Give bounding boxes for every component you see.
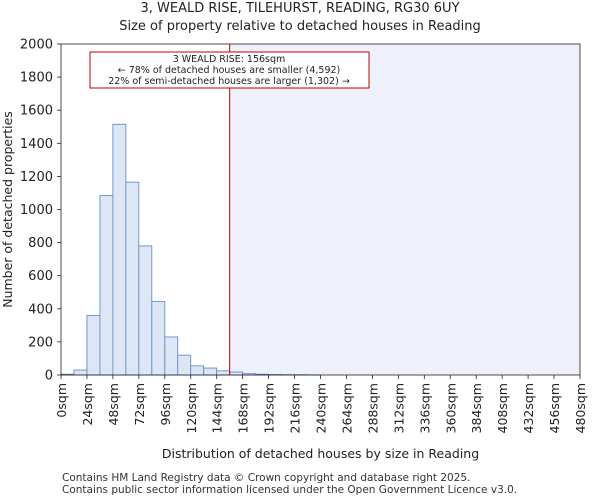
x-tick-label: 48sqm <box>106 383 121 426</box>
footer-licence: Contains public sector information licen… <box>62 484 518 496</box>
histogram-bar <box>229 371 244 376</box>
y-tick-label: 400 <box>28 302 53 317</box>
y-tick-label: 0 <box>45 369 53 384</box>
x-tick-label: 384sqm <box>469 383 484 433</box>
chart-subtitle: Size of property relative to detached ho… <box>119 19 481 34</box>
x-axis-label: Distribution of detached houses by size … <box>162 446 479 461</box>
chart-title-address: 3, WEALD RISE, TILEHURST, READING, RG30 … <box>140 1 460 16</box>
x-tick-label: 192sqm <box>262 383 277 433</box>
x-tick-label: 24sqm <box>80 383 95 426</box>
y-tick-label: 1800 <box>20 71 53 86</box>
y-tick-label: 600 <box>28 269 53 284</box>
x-tick-label: 456sqm <box>547 383 562 433</box>
x-tick-label: 216sqm <box>288 383 303 433</box>
x-tick-label: 264sqm <box>339 383 354 433</box>
histogram-bar <box>73 369 88 376</box>
annotation-property-size: 3 WEALD RISE: 156sqm <box>173 54 286 65</box>
y-axis-label: Number of detached properties <box>0 111 15 308</box>
x-tick-label: 432sqm <box>521 383 536 433</box>
x-tick-label: 144sqm <box>210 383 225 433</box>
histogram-bar <box>125 181 140 376</box>
footer-copyright: Contains HM Land Registry data © Crown c… <box>62 472 471 484</box>
histogram-bar <box>216 370 231 376</box>
histogram-bar <box>99 195 114 376</box>
y-tick-label: 1600 <box>20 104 53 119</box>
y-tick-label: 1200 <box>20 170 53 185</box>
y-tick-label: 200 <box>28 335 53 350</box>
histogram-bar <box>138 245 153 376</box>
annotation-box <box>89 51 370 89</box>
histogram-bar <box>203 367 218 376</box>
histogram-bar <box>177 354 192 376</box>
x-tick-label: 72sqm <box>132 383 147 426</box>
x-tick-label: 168sqm <box>236 383 251 433</box>
x-tick-label: 360sqm <box>443 383 458 433</box>
x-tick-label: 240sqm <box>314 383 329 433</box>
histogram-bar <box>151 300 166 376</box>
x-tick-label: 408sqm <box>495 383 510 433</box>
y-tick-label: 1400 <box>20 137 53 152</box>
x-tick-label: 96sqm <box>158 383 173 426</box>
x-tick-label: 0sqm <box>54 383 69 418</box>
x-tick-label: 288sqm <box>365 383 380 433</box>
histogram-bar <box>190 365 205 376</box>
annotation-smaller-share: ← 78% of detached houses are smaller (4,… <box>118 65 341 76</box>
y-tick-label: 800 <box>28 236 53 251</box>
y-tick-label: 1000 <box>20 203 53 218</box>
x-tick-label: 480sqm <box>573 383 588 433</box>
histogram-bar <box>112 123 127 376</box>
histogram-bar <box>164 336 179 376</box>
larger-region-shading <box>229 44 581 375</box>
x-tick-label: 312sqm <box>391 383 406 433</box>
histogram-bar <box>86 315 101 376</box>
y-tick-label: 2000 <box>20 38 53 53</box>
x-tick-label: 120sqm <box>184 383 199 433</box>
x-tick-label: 336sqm <box>417 383 432 433</box>
annotation-larger-share: 22% of semi-detached houses are larger (… <box>108 76 350 87</box>
